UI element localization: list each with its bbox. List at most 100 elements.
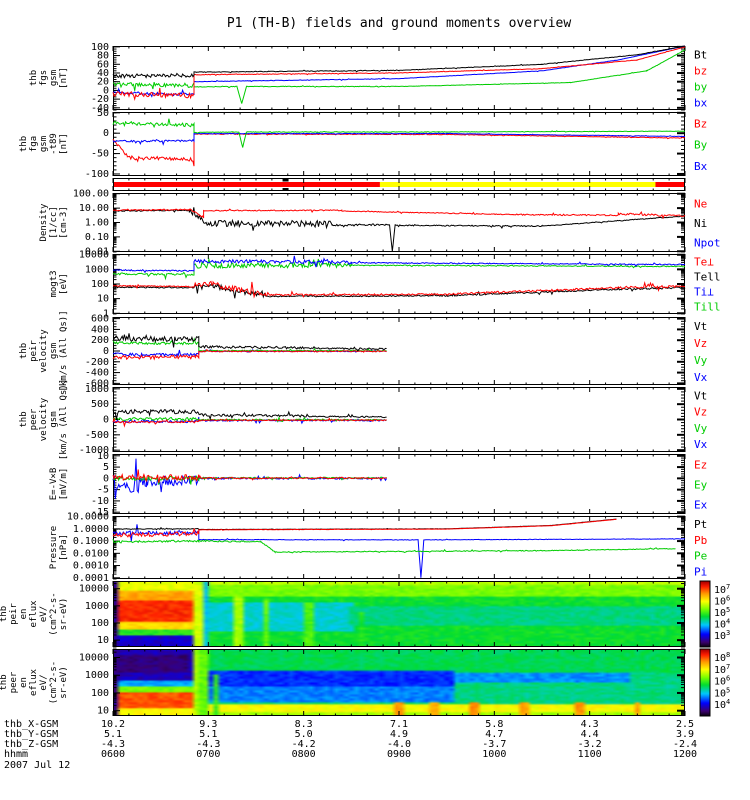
y-axis-label: [km/s (All Qs)] <box>59 379 69 460</box>
x-value-column: 4.3 4.4 -3.2 1100 <box>578 720 602 760</box>
y-tick-label: 0 <box>103 415 109 426</box>
y-tick-label: 400 <box>91 324 109 335</box>
y-tick-label: 0.0100 <box>73 548 109 559</box>
y-axis-label: peer <box>29 408 39 430</box>
x-value: 4.3 <box>580 719 599 730</box>
legend-Ti⊥: Ti⊥ <box>694 286 714 299</box>
y-tick-label: 0.1000 <box>73 536 109 547</box>
y-tick-label: 1000 <box>85 264 109 275</box>
y-axis-label: [1/cc] <box>49 206 59 239</box>
y-tick-label: 10 <box>97 451 109 462</box>
legend-bx: bx <box>694 96 708 109</box>
legend-Pt: Pt <box>694 518 707 531</box>
x-value: 0700 <box>196 749 221 760</box>
y-tick-label: 0.10 <box>85 232 109 243</box>
flag-bar-segment <box>113 182 380 187</box>
x-axis-row-label-hhmm: hhmm <box>4 749 29 760</box>
x-value: -4.0 <box>386 739 412 750</box>
y-tick-label: 200 <box>91 335 109 346</box>
y-axis-label: en <box>19 677 29 688</box>
panel-frame-spec_ion <box>113 581 685 647</box>
y-axis-label: (cm^2-s- <box>49 661 59 704</box>
legend-Pb: Pb <box>694 534 707 547</box>
y-tick-label: 0.01 <box>85 246 109 257</box>
colorbar-frame <box>699 648 711 717</box>
y-axis-label: velocity <box>39 397 49 441</box>
y-axis-label: [nT] <box>59 67 69 89</box>
legend-Bz: Bz <box>694 117 707 130</box>
legend-By: By <box>694 139 708 152</box>
panel-frame-efield <box>113 454 685 514</box>
x-value: 4.4 <box>580 729 599 740</box>
legend-Ez: Ez <box>694 459 707 472</box>
series-Vy <box>112 337 387 353</box>
series-Vt <box>112 408 387 421</box>
y-tick-label: 100 <box>91 42 109 53</box>
y-axis-label: E=-V×B <box>49 468 59 501</box>
series-Ni <box>112 207 686 252</box>
series-By <box>112 118 685 148</box>
x-value: 1100 <box>577 749 602 760</box>
y-tick-label: -15 <box>91 507 109 518</box>
y-axis-label: peir <box>29 340 39 362</box>
y-axis-label: thb <box>19 136 29 152</box>
x-value: -4.2 <box>291 739 316 750</box>
x-value: 9.3 <box>199 719 218 730</box>
y-tick-label: 1000 <box>85 601 109 612</box>
y-axis-label: eflux <box>29 600 39 628</box>
y-tick-label: 600 <box>91 314 109 325</box>
x-value: 7.1 <box>389 719 409 730</box>
legend-Tell: Tell <box>694 271 721 284</box>
x-value: -3.7 <box>482 739 507 750</box>
y-tick-label: 0 <box>103 128 109 139</box>
y-axis-label: eV/ <box>39 606 49 622</box>
y-axis-label: velocity <box>39 329 49 373</box>
y-axis-label: thb <box>0 674 9 690</box>
y-tick-label: 10000 <box>79 653 109 664</box>
y-axis-label: sr-eV) <box>59 598 69 631</box>
y-tick-label: 1.0000 <box>73 524 109 535</box>
y-tick-label: 0.0010 <box>73 561 109 572</box>
colorbar-frame <box>699 580 711 648</box>
y-axis-label: [mV/m] <box>59 468 69 501</box>
series-Bz <box>112 132 685 167</box>
y-axis-label: [cm-3] <box>59 206 69 239</box>
y-axis-label: thb <box>19 343 29 359</box>
panel-frame-fga <box>113 112 685 176</box>
y-tick-label: 1000 <box>85 384 109 395</box>
y-tick-label: 40 <box>97 68 109 79</box>
y-tick-label: 500 <box>91 399 109 410</box>
series-Pt <box>112 518 617 531</box>
legend-Pi: Pi <box>694 565 707 578</box>
x-value: 8.3 <box>294 719 313 730</box>
x-value: -3.2 <box>577 739 602 750</box>
x-axis-row-label-y-gsm: thb_Y-GSM <box>4 729 59 740</box>
y-axis-label: eflux <box>29 668 39 696</box>
series-Pi <box>112 524 686 578</box>
y-tick-label: 100 <box>91 688 109 699</box>
y-axis-label: eV/ <box>39 674 49 690</box>
x-value: 0800 <box>291 749 316 760</box>
colorbar-tick-label: 104 <box>714 698 730 711</box>
series-bz <box>112 46 686 102</box>
panel-frame-pressure <box>113 516 685 579</box>
y-tick-label: 0 <box>103 473 109 484</box>
x-value-column: 8.3 5.0 -4.2 0800 <box>292 720 316 760</box>
y-axis-label: peir <box>9 603 19 625</box>
y-tick-label: 5 <box>103 462 109 473</box>
x-value: 3.9 <box>675 729 695 740</box>
x-value-column: 2.5 3.9 -2.4 1200 <box>673 720 697 760</box>
x-value-column: 9.3 5.1 -4.3 0700 <box>196 720 220 760</box>
x-value-column: 10.2 5.1 -4.3 0600 <box>101 720 125 760</box>
y-axis-label: gsm <box>49 411 59 427</box>
y-tick-label: 10000 <box>79 584 109 595</box>
y-tick-label: -600 <box>85 378 109 389</box>
y-tick-label: 10000 <box>79 250 109 261</box>
y-tick-label: 100.00 <box>73 189 109 200</box>
y-tick-label: 1.00 <box>85 218 109 229</box>
series-Bx <box>112 132 686 146</box>
y-tick-label: -5 <box>97 485 109 496</box>
y-axis-label: Density <box>39 203 49 242</box>
